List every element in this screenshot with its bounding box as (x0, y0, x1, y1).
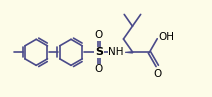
Text: OH: OH (158, 32, 174, 42)
Text: O: O (95, 30, 103, 40)
Text: O: O (95, 64, 103, 74)
Polygon shape (120, 51, 133, 54)
Text: NH: NH (108, 47, 124, 57)
Text: S: S (95, 47, 103, 57)
Text: O: O (153, 69, 161, 79)
